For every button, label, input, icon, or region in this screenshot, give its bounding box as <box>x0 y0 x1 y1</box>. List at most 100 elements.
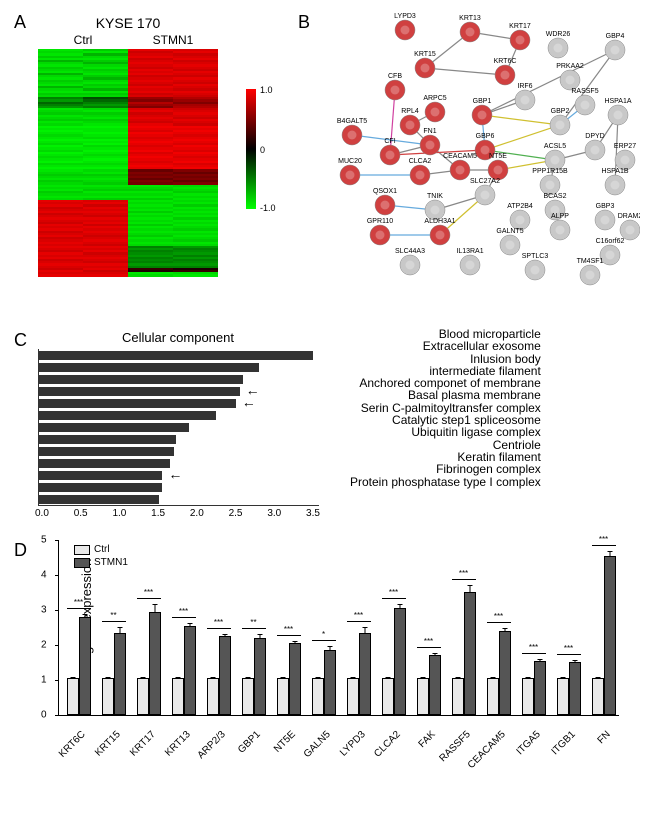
significance-marker: *** <box>424 637 433 646</box>
heatmap-header: Ctrl STMN1 <box>38 33 218 47</box>
cellular-component-bar <box>39 423 189 432</box>
stmn1-bar <box>394 608 406 715</box>
panel-d-ytick: 1 <box>41 675 47 686</box>
network-node-label: SPTLC3 <box>522 253 549 260</box>
gene-label: KRT6C <box>56 729 87 760</box>
gene-bar-group: * <box>310 650 338 715</box>
cellular-component-label: Protein phosphatase type I complex <box>350 476 541 488</box>
ctrl-bar <box>522 678 534 715</box>
arrow-indicator-icon: ← <box>168 466 182 482</box>
ctrl-bar <box>347 678 359 715</box>
ctrl-bar <box>137 678 149 715</box>
network-node-label: GPR110 <box>367 218 393 225</box>
ctrl-bar <box>172 678 184 715</box>
panel-c-axis: 0.00.51.01.52.02.53.03.5 <box>35 508 320 519</box>
cellular-component-bar-row <box>39 373 319 385</box>
network-node-label: RASSF5 <box>571 88 598 95</box>
cellular-component-label: Fibrinogen complex <box>350 463 541 475</box>
cellular-component-bar <box>39 351 313 360</box>
ctrl-bar <box>102 678 114 715</box>
gene-bar-group: ** <box>240 638 268 715</box>
heatmap-row <box>38 274 218 276</box>
significance-marker: ** <box>110 611 116 620</box>
significance-marker: *** <box>529 643 538 652</box>
stmn1-bar <box>219 636 231 715</box>
gene-bar-group: *** <box>520 661 548 716</box>
cellular-component-bar-row <box>39 349 319 361</box>
cellular-component-label: Extracellular exosome <box>350 340 541 352</box>
gene-bar-group: *** <box>555 662 583 715</box>
network-node-label: MUC20 <box>338 158 362 165</box>
heatmap <box>38 49 218 277</box>
cellular-component-bar <box>39 483 162 492</box>
significance-marker: ** <box>250 618 256 627</box>
panel-d-ytick: 0 <box>41 710 47 721</box>
significance-marker: *** <box>599 535 608 544</box>
panel-c-xtick: 3.5 <box>306 508 320 519</box>
cellular-component-bar-row <box>39 421 319 433</box>
network-diagram: LYPD3KRT13KRT17WDR26GBP4KRT15KRT6CPRKAA2… <box>310 10 640 295</box>
panel-c-categories: Blood microparticleExtracellular exosome… <box>350 328 541 488</box>
stmn1-bar <box>149 612 161 716</box>
heatmap-colorbar: 1.0 0 -1.0 <box>246 89 256 209</box>
ctrl-bar <box>207 678 219 715</box>
gene-bar-group: *** <box>135 612 163 716</box>
network-node-label: QSOX1 <box>373 188 397 195</box>
network-node-label: GBP3 <box>596 203 615 210</box>
network-edge <box>482 115 560 125</box>
stmn1-bar <box>499 631 511 715</box>
colorbar-bot: -1.0 <box>260 203 276 213</box>
gene-bar-group: ** <box>100 633 128 716</box>
network-node-label: ARPC5 <box>423 95 446 102</box>
gene-label: GBP1 <box>236 729 263 756</box>
network-node-label: PPP1R15B <box>532 168 568 175</box>
colorbar-top: 1.0 <box>260 85 273 95</box>
network-node-label: NT5E <box>489 153 507 160</box>
panel-a-label: A <box>14 12 26 33</box>
panel-c-xtick: 1.0 <box>112 508 126 519</box>
panel-d-ytick: 5 <box>41 535 47 546</box>
gene-bar-group: *** <box>590 556 618 716</box>
ctrl-bar <box>417 678 429 715</box>
stmn1-bar <box>569 662 581 715</box>
significance-marker: * <box>322 630 325 639</box>
gene-bar-group: *** <box>485 631 513 715</box>
network-node-label: CFB <box>388 73 402 80</box>
stmn1-bar <box>429 655 441 715</box>
network-node-label: DRAM2 <box>618 213 640 220</box>
stmn1-bar <box>254 638 266 715</box>
panel-b-label: B <box>298 12 310 33</box>
arrow-indicator-icon: ← <box>242 394 256 410</box>
colorbar-mid: 0 <box>260 145 265 155</box>
heatmap-cell <box>128 274 173 276</box>
network-node-label: GBP1 <box>473 98 492 105</box>
network-node-label: GBP4 <box>606 33 625 40</box>
network-node-label: LYPD3 <box>394 13 416 20</box>
panel-c-title: Cellular component <box>38 330 318 345</box>
stmn1-bar <box>464 592 476 715</box>
significance-marker: *** <box>494 612 503 621</box>
cellular-component-bar <box>39 363 259 372</box>
panel-c-xtick: 2.0 <box>190 508 204 519</box>
cellular-component-bar <box>39 399 236 408</box>
gene-bar-group: *** <box>170 626 198 716</box>
cellular-component-bar-row: ← <box>39 469 319 481</box>
panel-c-xtick: 1.5 <box>151 508 165 519</box>
significance-marker: *** <box>214 618 223 627</box>
cellular-component-bar-row <box>39 481 319 493</box>
legend-label: Ctrl <box>94 544 110 555</box>
network-node-label: PRKAA2 <box>556 63 584 70</box>
cellular-component-bar <box>39 411 216 420</box>
cellular-component-bar-row <box>39 433 319 445</box>
network-node-label: RPL4 <box>401 108 419 115</box>
cellular-component-label: Ubiquitin ligase complex <box>350 426 541 438</box>
network-node-label: GALNT5 <box>496 228 523 235</box>
ctrl-bar <box>452 678 464 715</box>
cellular-component-bar <box>39 471 162 480</box>
panel-c-xtick: 3.0 <box>267 508 281 519</box>
network-node-label: HSPA1B <box>601 168 628 175</box>
stmn1-bar <box>114 633 126 716</box>
network-node-label: IL13RA1 <box>456 248 483 255</box>
ctrl-bar <box>557 678 569 715</box>
panel-c-xtick: 2.5 <box>229 508 243 519</box>
